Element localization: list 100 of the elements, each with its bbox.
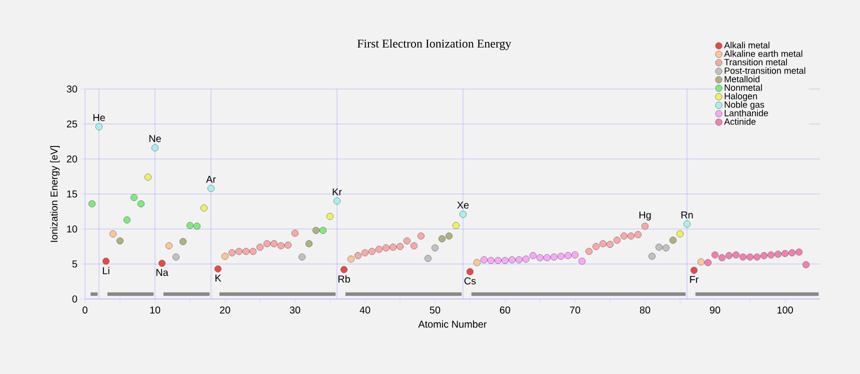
x-tick-label: 60 xyxy=(500,306,510,314)
point xyxy=(390,244,397,251)
point xyxy=(536,254,544,262)
point xyxy=(718,254,726,262)
point xyxy=(564,252,572,260)
point xyxy=(166,242,173,250)
point xyxy=(222,252,229,260)
point xyxy=(508,256,516,264)
point xyxy=(522,256,530,263)
legend-label: Lanthanide xyxy=(724,110,768,116)
legend-label: Post-transition metal xyxy=(724,67,806,74)
y-axis-title: Ionization Energy [eV] xyxy=(50,146,60,242)
point xyxy=(228,249,236,256)
point xyxy=(424,254,432,262)
point xyxy=(138,200,145,208)
x-tick-label: 40 xyxy=(360,306,370,314)
point xyxy=(452,222,460,229)
point xyxy=(774,250,782,258)
point xyxy=(550,254,558,260)
point xyxy=(144,174,152,181)
point xyxy=(466,268,474,276)
point xyxy=(754,254,761,260)
legend-label: Nonmetal xyxy=(724,84,762,91)
point xyxy=(698,258,705,266)
point xyxy=(768,251,775,258)
point xyxy=(278,242,285,250)
point xyxy=(214,265,222,272)
point xyxy=(606,240,614,248)
point xyxy=(690,266,698,274)
point xyxy=(614,236,621,244)
chart-title: First Electron Ionization Energy xyxy=(357,39,512,50)
x-tick-label: 20 xyxy=(220,306,230,314)
point xyxy=(242,248,250,255)
y-tick-label: 20 xyxy=(66,155,78,163)
point xyxy=(438,235,446,242)
point xyxy=(320,226,327,234)
point xyxy=(152,144,159,152)
point xyxy=(732,251,740,258)
point xyxy=(494,257,502,264)
point xyxy=(194,222,201,230)
point xyxy=(88,200,96,208)
point xyxy=(704,259,712,266)
y-tick-label: 30 xyxy=(66,85,78,93)
point xyxy=(102,258,110,265)
point xyxy=(648,252,656,260)
point xyxy=(628,232,635,240)
point xyxy=(488,257,495,264)
annotation: Ne xyxy=(149,135,161,142)
point xyxy=(236,248,243,255)
point xyxy=(620,232,628,240)
legend-label: Halogen xyxy=(724,92,757,102)
point xyxy=(788,249,796,256)
point xyxy=(544,254,551,262)
point xyxy=(340,266,348,274)
point xyxy=(418,232,425,240)
annotation: Hg xyxy=(639,212,651,220)
x-tick-label: 100 xyxy=(777,306,793,314)
point xyxy=(348,256,355,263)
point xyxy=(396,243,404,250)
point xyxy=(264,240,271,248)
legend-label: Transition metal xyxy=(724,58,787,66)
point xyxy=(270,240,278,248)
point xyxy=(634,231,642,238)
x-tick-label: 10 xyxy=(150,306,160,314)
point xyxy=(796,248,803,256)
y-tick-label: 10 xyxy=(67,225,78,233)
annotation: K xyxy=(215,274,222,282)
point xyxy=(334,198,341,204)
legend-label: Alkali metal xyxy=(724,42,770,48)
point xyxy=(410,242,418,250)
x-tick-label: 80 xyxy=(640,306,650,314)
y-tick-label: 5 xyxy=(72,260,78,268)
point xyxy=(684,220,691,228)
point xyxy=(432,244,439,252)
point xyxy=(312,226,320,234)
point xyxy=(516,256,523,264)
point xyxy=(208,184,215,192)
x-tick-label: 90 xyxy=(710,306,720,314)
point xyxy=(368,248,376,255)
point xyxy=(96,123,103,130)
point xyxy=(446,232,453,240)
annotation: Li xyxy=(102,266,110,274)
x-tick-label: 50 xyxy=(430,306,440,314)
point xyxy=(284,242,292,249)
point xyxy=(642,222,649,230)
point xyxy=(530,252,537,260)
point xyxy=(572,251,579,258)
x-axis-title: Atomic Number xyxy=(418,320,487,328)
point xyxy=(502,257,509,264)
point xyxy=(592,243,600,250)
point xyxy=(376,246,383,253)
point xyxy=(558,252,565,260)
x-tick-label: 70 xyxy=(570,306,580,314)
point xyxy=(292,230,299,237)
legend-label: Noble gas xyxy=(724,101,764,110)
point xyxy=(250,248,257,255)
point xyxy=(760,252,768,260)
point xyxy=(746,254,754,260)
annotation: Ar xyxy=(206,176,216,183)
point xyxy=(712,251,719,258)
